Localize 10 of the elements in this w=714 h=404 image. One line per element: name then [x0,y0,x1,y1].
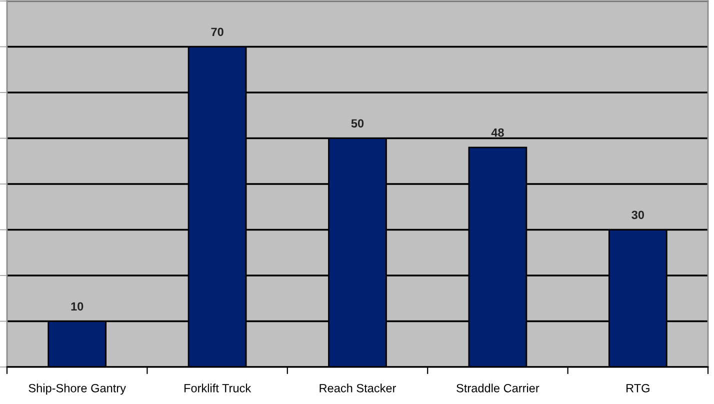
data-label: 70 [211,28,224,36]
x-tick-label: Reach Stacker [320,384,396,392]
data-label: 48 [491,128,504,137]
x-tick-label: Ship-Shore Gantry [28,384,126,395]
data-label: 10 [71,302,84,311]
data-label: 30 [632,210,644,220]
x-tick-label: RTG [626,384,650,392]
x-tick-label: Straddle Carrier [456,384,540,392]
x-tick-label: Forklift Truck [184,384,252,392]
data-label: 50 [351,119,364,128]
